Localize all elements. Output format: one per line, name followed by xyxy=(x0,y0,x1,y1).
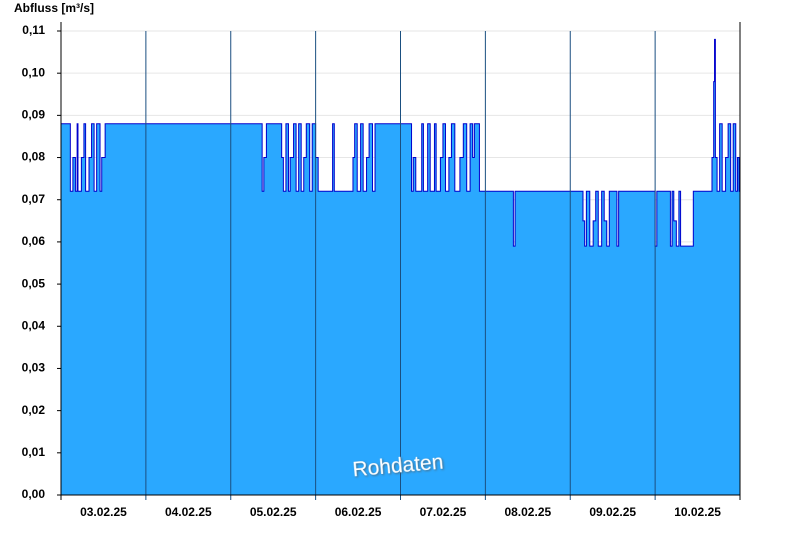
x-tick-label: 03.02.25 xyxy=(80,505,127,519)
y-tick-label: 0,04 xyxy=(22,318,46,332)
line xyxy=(61,38,740,247)
y-tick-label: 0,08 xyxy=(22,150,46,164)
y-tick-label: 0,09 xyxy=(22,108,46,122)
x-tick-label: 06.02.25 xyxy=(335,505,382,519)
y-tick-label: 0,01 xyxy=(22,445,46,459)
y-tick-label: 0,11 xyxy=(22,23,45,37)
x-tick-label: 09.02.25 xyxy=(589,505,636,519)
y-axis-label: Abfluss [m³/s] xyxy=(14,1,94,15)
x-tick-label: 10.02.25 xyxy=(674,505,721,519)
y-tick-label: 0,02 xyxy=(22,403,46,417)
x-tick-label: 07.02.25 xyxy=(420,505,467,519)
y-tick-label: 0,07 xyxy=(22,192,46,206)
x-tick-label: 08.02.25 xyxy=(504,505,551,519)
x-tick-label: 04.02.25 xyxy=(165,505,212,519)
y-tick-label: 0,00 xyxy=(22,487,46,501)
y-tick-label: 0,10 xyxy=(22,65,46,79)
x-tick-label: 05.02.25 xyxy=(250,505,297,519)
y-tick-label: 0,06 xyxy=(22,234,46,248)
y-tick-label: 0,03 xyxy=(22,361,46,375)
y-tick-label: 0,05 xyxy=(22,276,46,290)
